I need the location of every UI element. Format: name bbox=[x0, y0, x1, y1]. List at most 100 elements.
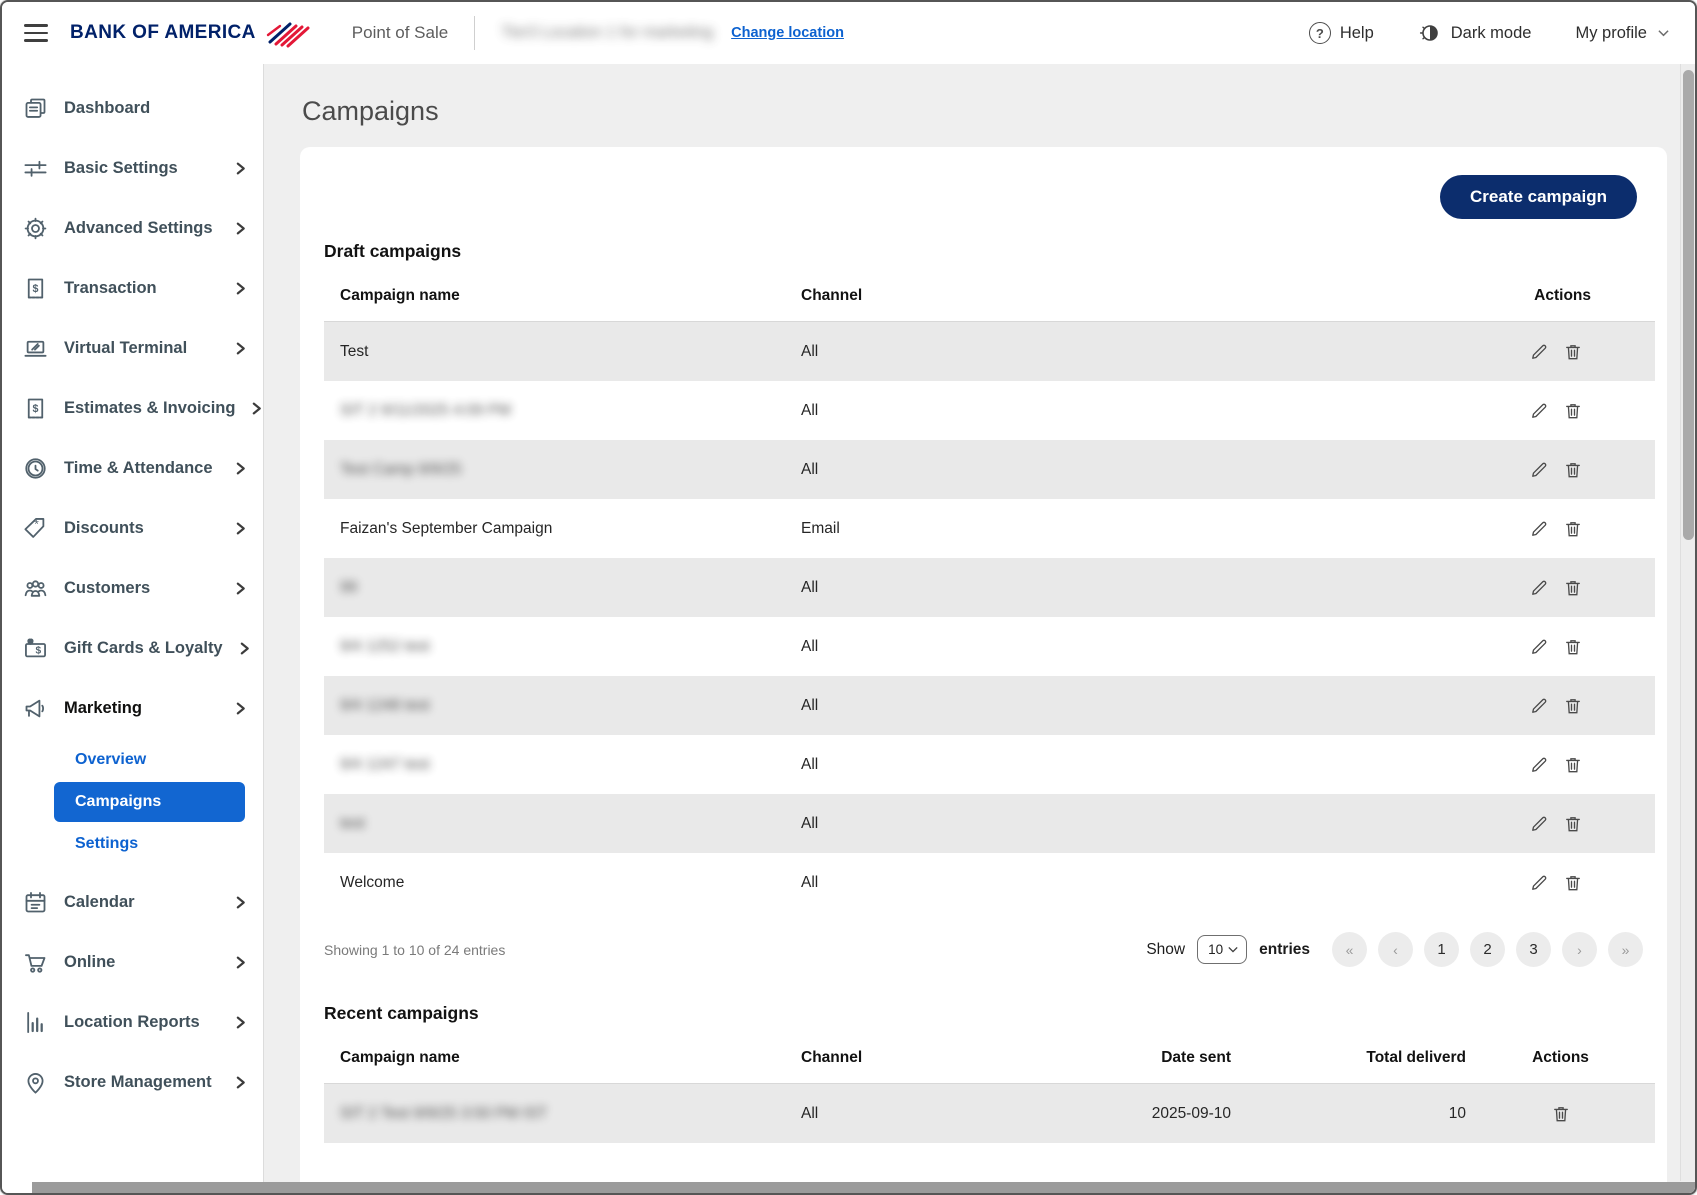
table-row: Test All bbox=[324, 322, 1655, 381]
actions-cell bbox=[1470, 753, 1655, 777]
edit-campaign-button[interactable] bbox=[1527, 458, 1551, 482]
sidebar-item-time-attendance[interactable]: Time & Attendance bbox=[2, 438, 263, 498]
vertical-scrollbar[interactable] bbox=[1680, 64, 1695, 1181]
sidebar-item-label: Discounts bbox=[64, 518, 144, 537]
sidebar-item-transaction[interactable]: $ Transaction bbox=[2, 258, 263, 318]
menu-icon[interactable] bbox=[24, 24, 48, 42]
actions-cell bbox=[1470, 517, 1655, 541]
sidebar-item-label: Advanced Settings bbox=[64, 218, 213, 237]
sidebar-item-discounts[interactable]: * Discounts bbox=[2, 498, 263, 558]
sidebar-item-advanced-settings[interactable]: Advanced Settings bbox=[2, 198, 263, 258]
edit-campaign-button[interactable] bbox=[1527, 340, 1551, 364]
dark-mode-toggle[interactable]: Dark mode bbox=[1418, 21, 1531, 45]
pager-first[interactable]: « bbox=[1332, 932, 1367, 967]
delete-campaign-button[interactable] bbox=[1561, 399, 1585, 423]
edit-campaign-button[interactable] bbox=[1527, 753, 1551, 777]
pager-page-2[interactable]: 2 bbox=[1470, 932, 1505, 967]
sidebar-subitem-overview[interactable]: Overview bbox=[75, 751, 147, 768]
pager-page-1[interactable]: 1 bbox=[1424, 932, 1459, 967]
sidebar-item-gift-cards-loyalty[interactable]: $ Gift Cards & Loyalty bbox=[2, 618, 263, 678]
campaign-name-cell: Welcome bbox=[340, 873, 405, 891]
delete-campaign-button[interactable] bbox=[1561, 635, 1585, 659]
delete-campaign-button[interactable] bbox=[1561, 753, 1585, 777]
delete-trash-icon bbox=[1566, 875, 1580, 890]
delete-campaign-button[interactable] bbox=[1561, 517, 1585, 541]
gift-card-icon: $ bbox=[22, 635, 49, 662]
channel-cell: All bbox=[801, 401, 819, 419]
page-size-select[interactable]: 10 bbox=[1197, 935, 1248, 964]
draft-campaigns-table: Campaign name Channel Actions Test All SIT… bbox=[324, 270, 1655, 912]
campaign-name-cell: SIT 2 Test 9/9/25 3:50 PM IST bbox=[340, 1104, 548, 1122]
horizontal-scrollbar[interactable] bbox=[32, 1182, 1695, 1193]
sidebar-item-store-management[interactable]: Store Management bbox=[2, 1052, 263, 1112]
edit-pencil-icon bbox=[1532, 757, 1547, 772]
col-date-sent: Date sent bbox=[1161, 1048, 1231, 1066]
sidebar-subitem-campaigns[interactable]: Campaigns bbox=[54, 782, 245, 822]
laptop-icon bbox=[22, 335, 49, 362]
chevron-right-icon bbox=[234, 896, 247, 909]
sidebar-item-label: Location Reports bbox=[64, 1012, 200, 1031]
delete-campaign-button[interactable] bbox=[1561, 458, 1585, 482]
boa-flag-icon bbox=[266, 22, 310, 48]
sidebar-item-marketing[interactable]: Marketing bbox=[2, 678, 263, 738]
customers-icon bbox=[22, 575, 49, 602]
edit-pencil-icon bbox=[1532, 816, 1547, 831]
sidebar-item-location-reports[interactable]: Location Reports bbox=[2, 992, 263, 1052]
sidebar-item-label: Virtual Terminal bbox=[64, 338, 188, 357]
edit-campaign-button[interactable] bbox=[1527, 635, 1551, 659]
sidebar-item-label: Gift Cards & Loyalty bbox=[64, 638, 223, 657]
sidebar-item-customers[interactable]: Customers bbox=[2, 558, 263, 618]
delete-campaign-button[interactable] bbox=[1561, 871, 1585, 895]
col-actions: Actions bbox=[1534, 286, 1591, 304]
channel-cell: All bbox=[801, 578, 819, 596]
pager-last[interactable]: » bbox=[1608, 932, 1643, 967]
svg-text:$: $ bbox=[36, 645, 42, 656]
pager-next[interactable]: › bbox=[1562, 932, 1597, 967]
campaign-name-cell: Test Camp 9/9/25 bbox=[340, 460, 462, 478]
help-button[interactable]: ? Help bbox=[1308, 22, 1374, 44]
sidebar-item-basic-settings[interactable]: Basic Settings bbox=[2, 138, 263, 198]
delete-campaign-button[interactable] bbox=[1549, 1102, 1573, 1126]
delete-trash-icon bbox=[1566, 403, 1580, 418]
delete-campaign-button[interactable] bbox=[1561, 812, 1585, 836]
channel-cell: Email bbox=[801, 519, 840, 537]
edit-campaign-button[interactable] bbox=[1527, 812, 1551, 836]
delete-campaign-button[interactable] bbox=[1561, 694, 1585, 718]
delete-trash-icon bbox=[1566, 580, 1580, 595]
sidebar-item-calendar[interactable]: Calendar bbox=[2, 872, 263, 932]
edit-campaign-button[interactable] bbox=[1527, 399, 1551, 423]
chevron-right-icon bbox=[234, 342, 247, 355]
sidebar-item-label: Transaction bbox=[64, 278, 157, 297]
sidebar-item-estimates-invoicing[interactable]: $ Estimates & Invoicing bbox=[2, 378, 263, 438]
table-row: 99 All bbox=[324, 558, 1655, 617]
edit-campaign-button[interactable] bbox=[1527, 871, 1551, 895]
scrollbar-thumb[interactable] bbox=[1683, 70, 1694, 540]
actions-cell bbox=[1470, 399, 1655, 423]
channel-cell: All bbox=[801, 342, 819, 360]
table-row: Test Camp 9/9/25 All bbox=[324, 440, 1655, 499]
chevron-right-icon bbox=[238, 642, 251, 655]
my-profile-menu[interactable]: My profile bbox=[1575, 24, 1669, 43]
sidebar-item-virtual-terminal[interactable]: Virtual Terminal bbox=[2, 318, 263, 378]
edit-campaign-button[interactable] bbox=[1527, 517, 1551, 541]
edit-campaign-button[interactable] bbox=[1527, 694, 1551, 718]
delete-campaign-button[interactable] bbox=[1561, 340, 1585, 364]
receipt-dollar-icon: $ bbox=[22, 275, 49, 302]
pager-page-3[interactable]: 3 bbox=[1516, 932, 1551, 967]
sidebar-item-label: Marketing bbox=[64, 698, 142, 717]
sliders-icon bbox=[22, 155, 49, 182]
edit-campaign-button[interactable] bbox=[1527, 576, 1551, 600]
total-deliverd-cell: 10 bbox=[1448, 1104, 1466, 1122]
change-location-link[interactable]: Change location bbox=[731, 25, 844, 41]
sidebar-item-label: Store Management bbox=[64, 1072, 212, 1091]
sidebar-item-online[interactable]: Online bbox=[2, 932, 263, 992]
pager-prev[interactable]: ‹ bbox=[1378, 932, 1413, 967]
sidebar-subitem-settings[interactable]: Settings bbox=[75, 835, 139, 852]
delete-campaign-button[interactable] bbox=[1561, 576, 1585, 600]
actions-cell bbox=[1470, 576, 1655, 600]
sidebar-item-dashboard[interactable]: Dashboard bbox=[2, 78, 263, 138]
table-row: 9/4 1247 test All bbox=[324, 735, 1655, 794]
create-campaign-button[interactable]: Create campaign bbox=[1440, 175, 1637, 219]
actions-cell bbox=[1470, 694, 1655, 718]
